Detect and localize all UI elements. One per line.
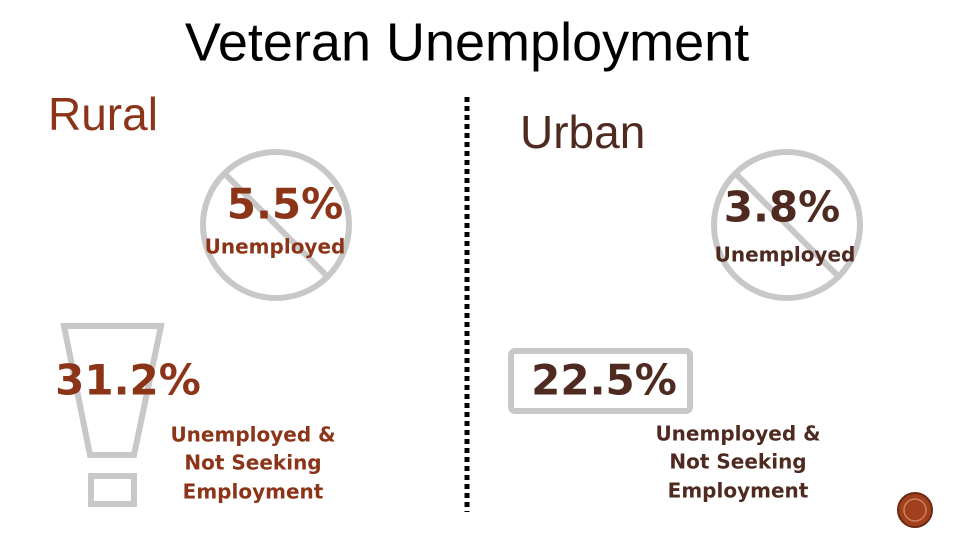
urban-unemployed-label: Unemployed xyxy=(715,243,856,267)
urban-not-seeking-label: Not Seeking xyxy=(669,450,806,474)
urban-not-seeking-value: 22.5% xyxy=(531,356,677,405)
rural-not-seeking-label: Not Seeking xyxy=(184,451,321,475)
value-box xyxy=(508,348,693,414)
no-symbol-slash xyxy=(221,170,331,280)
rural-unemployed-label: Unemployed xyxy=(205,235,346,259)
rural-not-seeking-value: 31.2% xyxy=(55,356,201,405)
urban-not-seeking-label: Employment xyxy=(668,479,809,503)
urban-heading: Urban xyxy=(520,106,645,158)
no-symbol xyxy=(711,149,863,301)
urban-unemployed-value: 3.8% xyxy=(724,183,840,232)
exclamation-dot xyxy=(88,473,137,507)
logo xyxy=(897,492,933,528)
rural-not-seeking-label: Unemployed & xyxy=(170,423,335,447)
rural-unemployed-value: 5.5% xyxy=(227,180,343,229)
rural-not-seeking-label: Employment xyxy=(183,480,324,504)
exclamation-body xyxy=(60,323,165,458)
logo-ring xyxy=(903,498,927,522)
rural-heading: Rural xyxy=(48,88,158,140)
no-symbol xyxy=(200,149,352,301)
title: Veteran Unemployment xyxy=(185,12,749,72)
urban-not-seeking-label: Unemployed & xyxy=(655,422,820,446)
no-symbol-slash xyxy=(732,170,842,280)
